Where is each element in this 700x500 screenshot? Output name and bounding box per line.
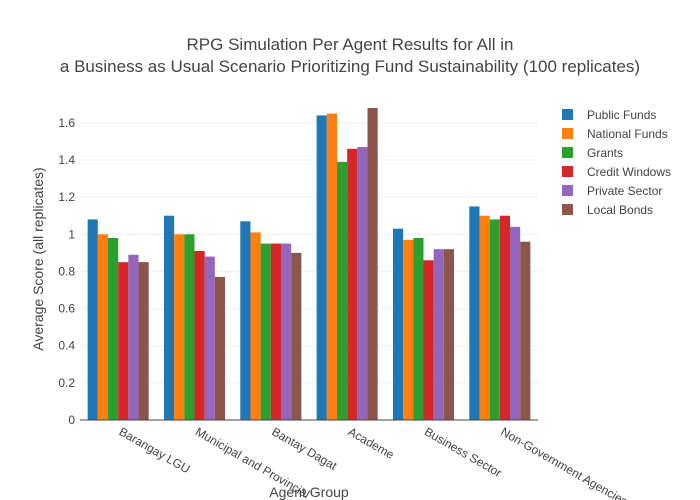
- bars: [87, 108, 531, 421]
- bar: [520, 241, 531, 420]
- bar: [423, 260, 434, 420]
- bar: [204, 256, 215, 420]
- bar: [392, 228, 404, 420]
- bar: [347, 148, 358, 420]
- y-tick-label: 1: [68, 227, 75, 241]
- x-tick-label: Academe: [346, 424, 397, 462]
- bar: [118, 262, 129, 420]
- bar: [326, 113, 337, 421]
- bar: [469, 206, 480, 420]
- bar: [260, 243, 271, 420]
- y-tick-label: 0.4: [58, 339, 75, 353]
- y-tick-label: 0.6: [58, 302, 75, 316]
- legend-swatch: [562, 185, 573, 196]
- bar: [403, 239, 414, 420]
- bar: [128, 254, 139, 420]
- legend-item-label: Credit Windows: [587, 165, 671, 179]
- legend-item-label: Grants: [587, 146, 623, 160]
- bar: [174, 234, 185, 420]
- y-tick-label: 0.8: [58, 264, 75, 278]
- legend: Public Funds National Funds Grants Credit W…: [562, 108, 671, 217]
- x-tick-label: Bantay Dagat: [269, 424, 340, 473]
- legend-swatch: [562, 109, 573, 120]
- x-tick-label: Non-Government Agencies: [498, 424, 630, 500]
- bar: [250, 232, 261, 420]
- bar: [194, 251, 205, 420]
- bar: [336, 161, 348, 420]
- bar: [357, 147, 368, 420]
- x-tick-label: Barangay LGU: [117, 424, 193, 476]
- bar: [240, 221, 251, 420]
- y-tick-label: 1.4: [58, 153, 75, 167]
- y-axis-label: Average Score (all replicates): [30, 167, 46, 350]
- x-tick-label: Business Sector: [422, 424, 504, 479]
- y-axis: 0 0.2 0.4 0.6 0.8 1 1.2 1.4 1.6: [58, 116, 75, 427]
- bar: [163, 215, 175, 420]
- chart-title: RPG Simulation Per Agent Results for All…: [60, 35, 640, 76]
- bar: [316, 115, 327, 420]
- y-tick-label: 1.2: [58, 190, 75, 204]
- bar: [367, 108, 378, 420]
- chart-title-line-2: a Business as Usual Scenario Prioritizin…: [60, 57, 640, 76]
- legend-swatch: [562, 128, 573, 139]
- x-axis-label: Agent Group: [269, 484, 349, 500]
- bar: [107, 238, 119, 420]
- bar: [270, 243, 282, 420]
- legend-item-label: Public Funds: [587, 108, 656, 122]
- legend-swatch: [562, 147, 573, 158]
- bar: [291, 252, 302, 420]
- legend-item-label: Local Bonds: [587, 203, 653, 217]
- y-tick-label: 0: [68, 413, 75, 427]
- legend-swatch: [562, 166, 573, 177]
- bar: [413, 238, 424, 420]
- bar: [87, 219, 98, 420]
- y-tick-label: 1.6: [58, 116, 75, 130]
- chart-title-line-1: RPG Simulation Per Agent Results for All…: [187, 35, 514, 54]
- y-tick-label: 0.2: [58, 376, 75, 390]
- bar: [510, 226, 521, 420]
- bar: [281, 243, 292, 420]
- legend-item-label: Private Sector: [587, 184, 662, 198]
- bar: [489, 219, 500, 420]
- bar: [443, 249, 455, 420]
- bar: [479, 215, 490, 420]
- x-axis: Barangay LGU Municipal and ProvincialBant…: [80, 419, 630, 500]
- gridlines: [80, 122, 538, 384]
- bar: [184, 234, 195, 420]
- bar: [433, 249, 444, 420]
- bar: [97, 234, 108, 420]
- legend-item-label: National Funds: [587, 127, 668, 141]
- bar: [499, 215, 511, 420]
- bar: [214, 277, 226, 420]
- bar: [138, 262, 149, 420]
- legend-swatch: [562, 204, 573, 215]
